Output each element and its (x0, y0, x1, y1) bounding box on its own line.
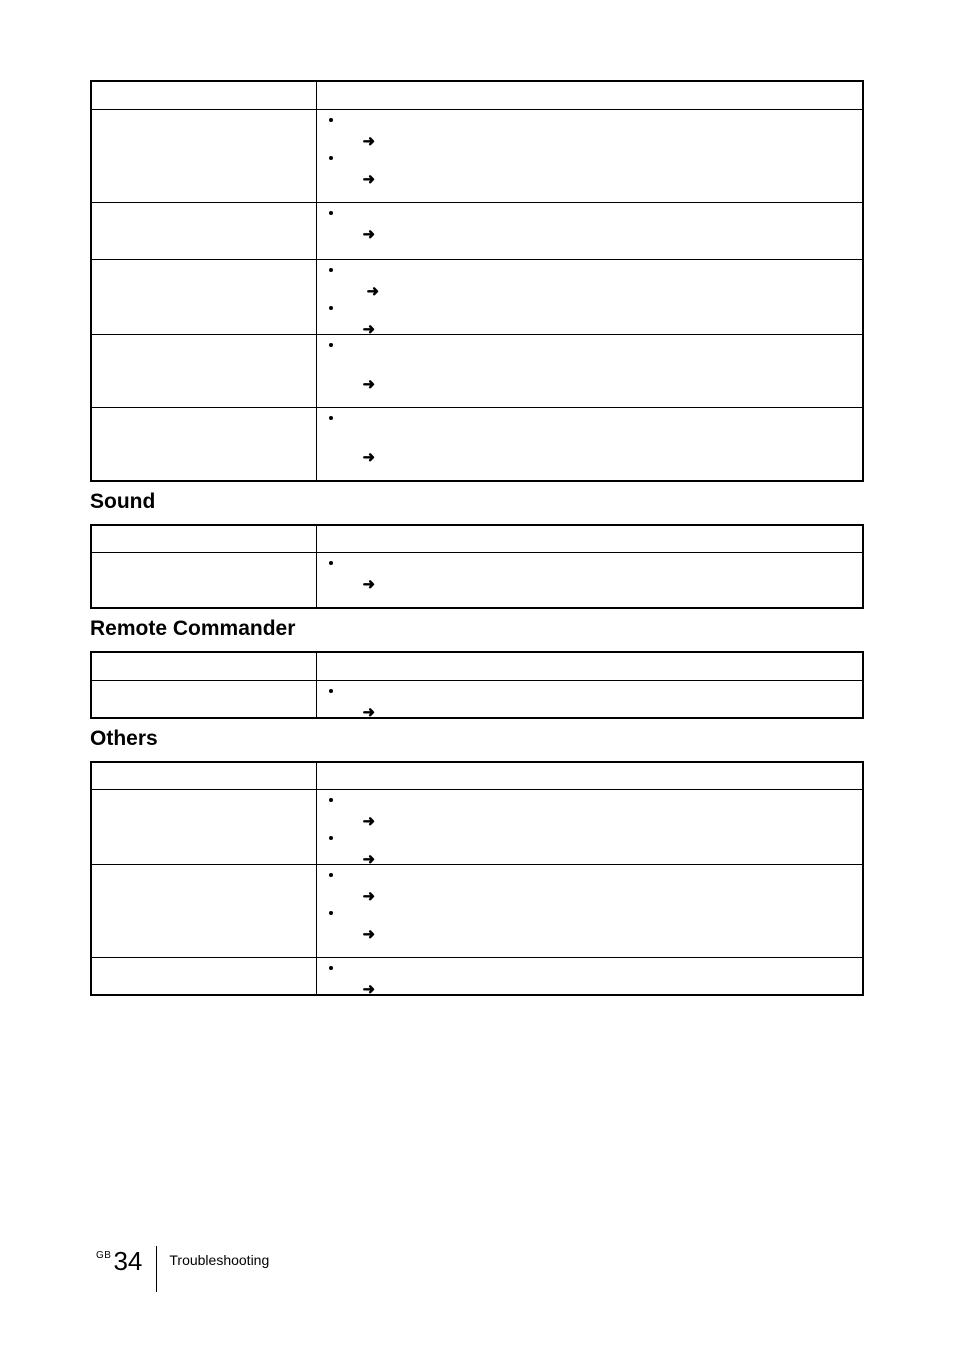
remote-heading: Remote Commander (90, 617, 864, 641)
picture-table: ➜➜ ➜ ➜➜ ➜ ➜ (90, 80, 864, 482)
remedy-body: ➜ (327, 687, 853, 711)
page-footer: GB 34 Troubleshooting (96, 1246, 269, 1292)
table-header-row (91, 652, 863, 680)
remedy-cell: ➜➜ (316, 259, 863, 334)
remedy-cell: ➜ (316, 334, 863, 407)
symptom-cell (91, 334, 316, 407)
bullet-icon (329, 118, 333, 122)
remedy-header (316, 81, 863, 109)
remedy-body: ➜ (327, 414, 853, 474)
symptom-cell (91, 680, 316, 718)
arrow-icon: ➜ (363, 134, 376, 149)
footer-page-number: 34 (113, 1246, 142, 1277)
bullet-icon (329, 211, 333, 215)
arrow-icon: ➜ (363, 450, 376, 465)
remedy-body: ➜➜ (327, 796, 853, 858)
remedy-body: ➜➜ (327, 871, 853, 951)
remote-table-body: ➜ (91, 652, 863, 718)
bullet-icon (329, 836, 333, 840)
remedy-body: ➜➜ (327, 266, 853, 328)
remedy-cell: ➜➜ (316, 109, 863, 202)
footer-divider (156, 1246, 157, 1292)
arrow-icon: ➜ (363, 705, 376, 720)
others-table: ➜➜ ➜➜ ➜ (90, 761, 864, 997)
bullet-icon (329, 268, 333, 272)
remedy-cell: ➜➜ (316, 865, 863, 958)
symptom-cell (91, 865, 316, 958)
arrow-icon: ➜ (363, 377, 376, 392)
remote-table: ➜ (90, 651, 864, 719)
arrow-icon: ➜ (363, 227, 376, 242)
bullet-icon (329, 306, 333, 310)
table-header-row (91, 762, 863, 790)
table-row: ➜ (91, 958, 863, 996)
arrow-icon: ➜ (363, 982, 376, 997)
sound-table-body: ➜ (91, 525, 863, 609)
picture-table-body: ➜➜ ➜ ➜➜ ➜ ➜ (91, 81, 863, 481)
symptom-cell (91, 553, 316, 609)
table-row: ➜➜ (91, 109, 863, 202)
arrow-icon: ➜ (363, 814, 376, 829)
symptom-cell (91, 109, 316, 202)
remedy-header (316, 652, 863, 680)
symptom-cell (91, 958, 316, 996)
symptom-header (91, 652, 316, 680)
remedy-cell: ➜➜ (316, 790, 863, 865)
arrow-icon: ➜ (367, 284, 380, 299)
remedy-cell: ➜ (316, 680, 863, 718)
others-table-body: ➜➜ ➜➜ ➜ (91, 762, 863, 996)
table-row: ➜➜ (91, 259, 863, 334)
remedy-body: ➜ (327, 964, 853, 988)
bullet-icon (329, 966, 333, 970)
remedy-cell: ➜ (316, 553, 863, 609)
sound-table: ➜ (90, 524, 864, 610)
table-row: ➜➜ (91, 790, 863, 865)
bullet-icon (329, 561, 333, 565)
bullet-icon (329, 689, 333, 693)
remedy-cell: ➜ (316, 958, 863, 996)
symptom-header (91, 762, 316, 790)
symptom-cell (91, 259, 316, 334)
table-row: ➜ (91, 407, 863, 481)
arrow-icon: ➜ (363, 172, 376, 187)
table-row: ➜ (91, 680, 863, 718)
symptom-cell (91, 202, 316, 259)
symptom-cell (91, 407, 316, 481)
bullet-icon (329, 873, 333, 877)
symptom-cell (91, 790, 316, 865)
remedy-header (316, 525, 863, 553)
arrow-icon: ➜ (363, 927, 376, 942)
remedy-cell: ➜ (316, 407, 863, 481)
bullet-icon (329, 416, 333, 420)
table-row: ➜ (91, 553, 863, 609)
arrow-icon: ➜ (363, 577, 376, 592)
symptom-header (91, 525, 316, 553)
sound-heading: Sound (90, 490, 864, 514)
remedy-body: ➜ (327, 341, 853, 401)
others-heading: Others (90, 727, 864, 751)
symptom-header (91, 81, 316, 109)
remedy-header (316, 762, 863, 790)
footer-label: Troubleshooting (169, 1246, 269, 1268)
table-row: ➜ (91, 334, 863, 407)
remedy-body: ➜➜ (327, 116, 853, 196)
remedy-cell: ➜ (316, 202, 863, 259)
table-header-row (91, 81, 863, 109)
bullet-icon (329, 911, 333, 915)
table-header-row (91, 525, 863, 553)
remedy-body: ➜ (327, 559, 853, 601)
arrow-icon: ➜ (363, 889, 376, 904)
bullet-icon (329, 343, 333, 347)
arrow-icon: ➜ (363, 852, 376, 867)
arrow-icon: ➜ (363, 322, 376, 337)
bullet-icon (329, 798, 333, 802)
table-row: ➜ (91, 202, 863, 259)
bullet-icon (329, 156, 333, 160)
table-row: ➜➜ (91, 865, 863, 958)
remedy-body: ➜ (327, 209, 853, 253)
footer-gb: GB (96, 1250, 111, 1261)
